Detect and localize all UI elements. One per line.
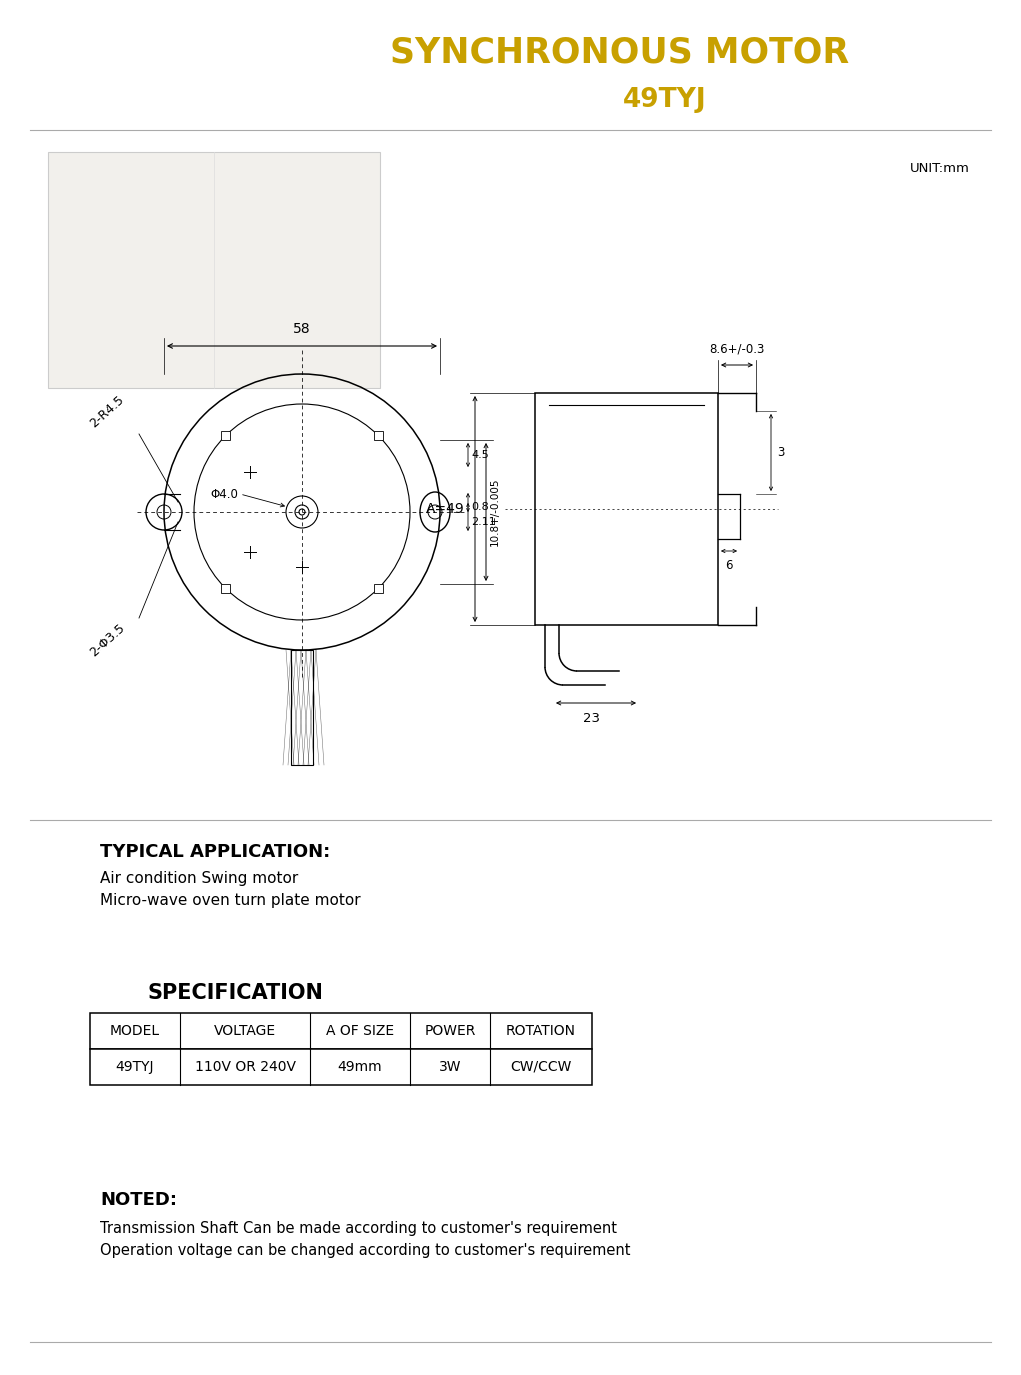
Text: NOTED:: NOTED: xyxy=(100,1191,177,1209)
Text: 3W: 3W xyxy=(439,1060,461,1074)
Bar xyxy=(291,650,313,765)
Text: 23: 23 xyxy=(583,712,599,725)
Bar xyxy=(90,1049,592,1085)
Bar xyxy=(374,432,383,440)
Text: 8.6+/-0.3: 8.6+/-0.3 xyxy=(710,342,765,355)
Text: 110V OR 240V: 110V OR 240V xyxy=(194,1060,295,1074)
Bar xyxy=(374,584,383,593)
Text: 6: 6 xyxy=(725,560,733,572)
Bar xyxy=(535,393,718,626)
Bar xyxy=(222,432,230,440)
Text: 49TYJ: 49TYJ xyxy=(623,87,707,113)
Text: 4.5: 4.5 xyxy=(471,450,489,461)
Text: Operation voltage can be changed according to customer's requirement: Operation voltage can be changed accordi… xyxy=(100,1243,631,1258)
Text: POWER: POWER xyxy=(425,1024,476,1038)
Text: Transmission Shaft Can be made according to customer's requirement: Transmission Shaft Can be made according… xyxy=(100,1221,617,1236)
Text: 10.8+/-0.005: 10.8+/-0.005 xyxy=(490,477,500,546)
Bar xyxy=(90,1013,592,1049)
Text: A=49: A=49 xyxy=(426,502,465,516)
Text: 3: 3 xyxy=(777,446,784,459)
Text: Air condition Swing motor: Air condition Swing motor xyxy=(100,870,298,886)
Text: Φ4.0: Φ4.0 xyxy=(210,488,238,500)
Bar xyxy=(48,153,380,388)
Text: VOLTAGE: VOLTAGE xyxy=(214,1024,276,1038)
Text: 2-Φ3.5: 2-Φ3.5 xyxy=(87,622,127,659)
Text: CW/CCW: CW/CCW xyxy=(510,1060,572,1074)
Text: Micro-wave oven turn plate motor: Micro-wave oven turn plate motor xyxy=(100,894,360,909)
Bar xyxy=(222,584,230,593)
Text: TYPICAL APPLICATION:: TYPICAL APPLICATION: xyxy=(100,843,330,861)
Text: 2.11: 2.11 xyxy=(471,517,496,527)
Text: ROTATION: ROTATION xyxy=(506,1024,576,1038)
Text: 49mm: 49mm xyxy=(338,1060,382,1074)
Text: SPECIFICATION: SPECIFICATION xyxy=(147,983,323,1002)
Text: 58: 58 xyxy=(293,322,310,336)
Text: 49TYJ: 49TYJ xyxy=(115,1060,154,1074)
Text: 0.8: 0.8 xyxy=(471,502,489,512)
Text: 2-R4.5: 2-R4.5 xyxy=(88,393,127,430)
Text: A OF SIZE: A OF SIZE xyxy=(326,1024,394,1038)
Text: MODEL: MODEL xyxy=(110,1024,160,1038)
Text: SYNCHRONOUS MOTOR: SYNCHRONOUS MOTOR xyxy=(390,34,849,69)
Text: UNIT:mm: UNIT:mm xyxy=(910,161,970,175)
